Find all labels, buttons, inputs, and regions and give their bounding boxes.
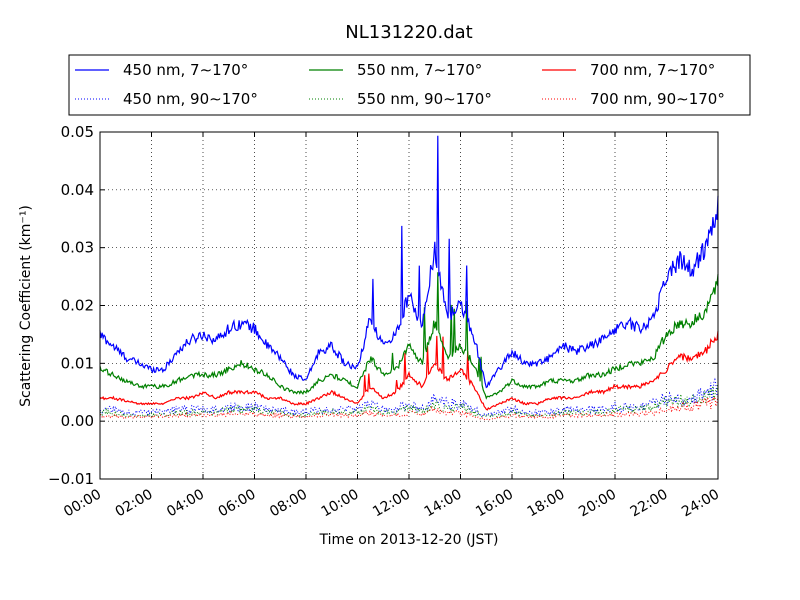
legend-box — [68, 54, 751, 116]
grid-lines — [100, 132, 718, 479]
y-tick-label: 0.04 — [61, 181, 94, 199]
legend-label: 700 nm, 90∼170° — [590, 90, 725, 108]
chart-title: NL131220.dat — [345, 22, 472, 43]
y-axis-label: Scattering Coefficient (km⁻¹) — [18, 205, 34, 407]
series-line — [99, 330, 719, 411]
y-tick-label: −0.01 — [48, 470, 94, 488]
y-tick-label: 0.03 — [61, 239, 94, 257]
series-line — [99, 135, 719, 389]
legend: 450 nm, 7∼170° 550 nm, 7∼170° 700 nm, 7∼17… — [68, 54, 751, 116]
y-tick-label: 0.01 — [61, 354, 94, 372]
y-tick-label: 0.05 — [61, 123, 94, 141]
series-line — [99, 395, 719, 421]
x-axis-label: Time on 2013-12-20 (JST) — [319, 532, 499, 548]
y-tick-label: 0.02 — [61, 297, 94, 315]
legend-label: 450 nm, 7∼170° — [123, 61, 248, 79]
series-line — [99, 377, 719, 418]
data-series — [99, 135, 719, 421]
series-line — [99, 382, 719, 419]
legend-label: 550 nm, 90∼170° — [357, 90, 492, 108]
legend-label: 700 nm, 7∼170° — [590, 61, 715, 79]
series-line — [99, 272, 719, 400]
y-tick-label: 0.00 — [61, 412, 94, 430]
legend-label: 450 nm, 90∼170° — [123, 90, 258, 108]
legend-label: 550 nm, 7∼170° — [357, 61, 482, 79]
